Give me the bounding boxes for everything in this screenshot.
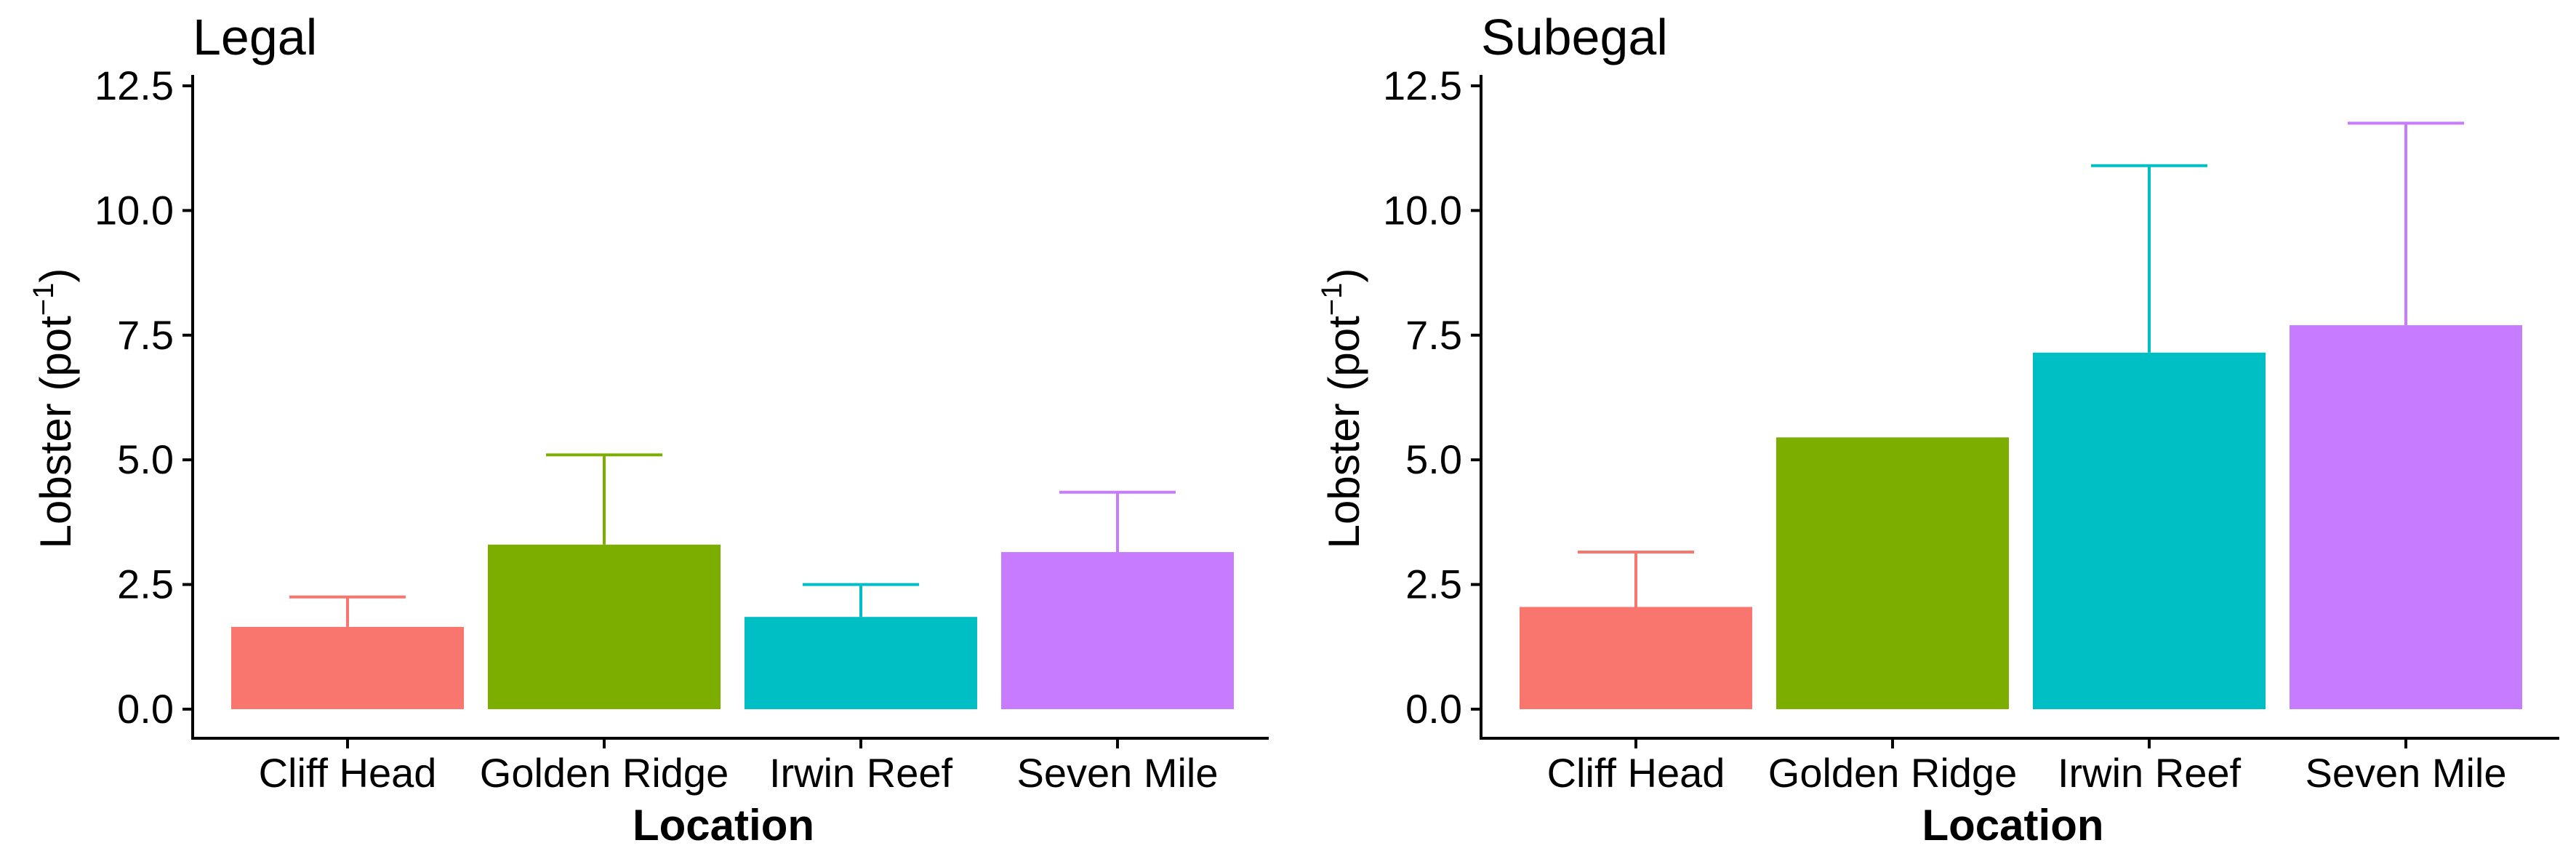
y-tick-label: 10.0 — [95, 187, 174, 233]
x-tick-label: Irwin Reef — [2058, 750, 2242, 796]
x-tick-label: Seven Mile — [2305, 750, 2506, 796]
x-axis-title: Location — [633, 801, 814, 850]
x-tick-label: Seven Mile — [1016, 750, 1218, 796]
y-axis-title: Lobster (pot−1) — [28, 268, 80, 549]
y-tick-label: 5.0 — [1405, 436, 1462, 482]
x-tick-label: Irwin Reef — [769, 750, 953, 796]
chart-panel-legal: Cliff Head Golden Ridge Irwin Reef Seven Mi… — [28, 9, 1269, 850]
y-axis-title-superscript: −1 — [28, 283, 60, 316]
y-axis-title-main: Lobster (pot — [31, 316, 80, 549]
x-tick-label: Golden Ridge — [1768, 750, 2017, 796]
bar-golden-ridge — [488, 544, 721, 709]
bar-cliff-head — [1520, 607, 1752, 709]
y-tick-label: 5.0 — [117, 436, 174, 482]
y-tick-label: 2.5 — [1405, 562, 1462, 607]
panel-title: Legal — [193, 9, 317, 65]
x-axis-title: Location — [1922, 801, 2104, 850]
y-axis-title-main: Lobster (pot — [1320, 316, 1368, 549]
bar-irwin-reef — [745, 617, 977, 709]
y-axis-title-close: ) — [1320, 268, 1368, 283]
y-axis-title-close: ) — [31, 268, 80, 283]
y-tick-label: 12.5 — [95, 63, 174, 108]
y-tick-label: 10.0 — [1383, 187, 1462, 233]
bar-irwin-reef — [2033, 352, 2266, 709]
bar-seven-mile — [1001, 552, 1234, 709]
y-tick-label: 7.5 — [117, 312, 174, 358]
y-tick-label: 12.5 — [1383, 63, 1462, 108]
x-tick-label: Golden Ridge — [480, 750, 729, 796]
y-tick-label: 2.5 — [117, 562, 174, 607]
bar-golden-ridge — [1776, 437, 2009, 709]
y-tick-label: 0.0 — [117, 686, 174, 732]
y-axis-title-superscript: −1 — [1316, 283, 1348, 316]
y-tick-label: 0.0 — [1405, 686, 1462, 732]
x-tick-label: Cliff Head — [1547, 750, 1725, 796]
panel-title: Subegal — [1481, 9, 1668, 65]
chart-panel-subegal: Cliff Head Golden Ridge Irwin Reef Seven Mi… — [1316, 9, 2559, 850]
y-axis-title: Lobster (pot−1) — [1316, 268, 1368, 549]
x-tick-label: Cliff Head — [259, 750, 437, 796]
bar-cliff-head — [231, 626, 464, 709]
y-tick-label: 7.5 — [1405, 312, 1462, 358]
bar-seven-mile — [2290, 325, 2522, 709]
